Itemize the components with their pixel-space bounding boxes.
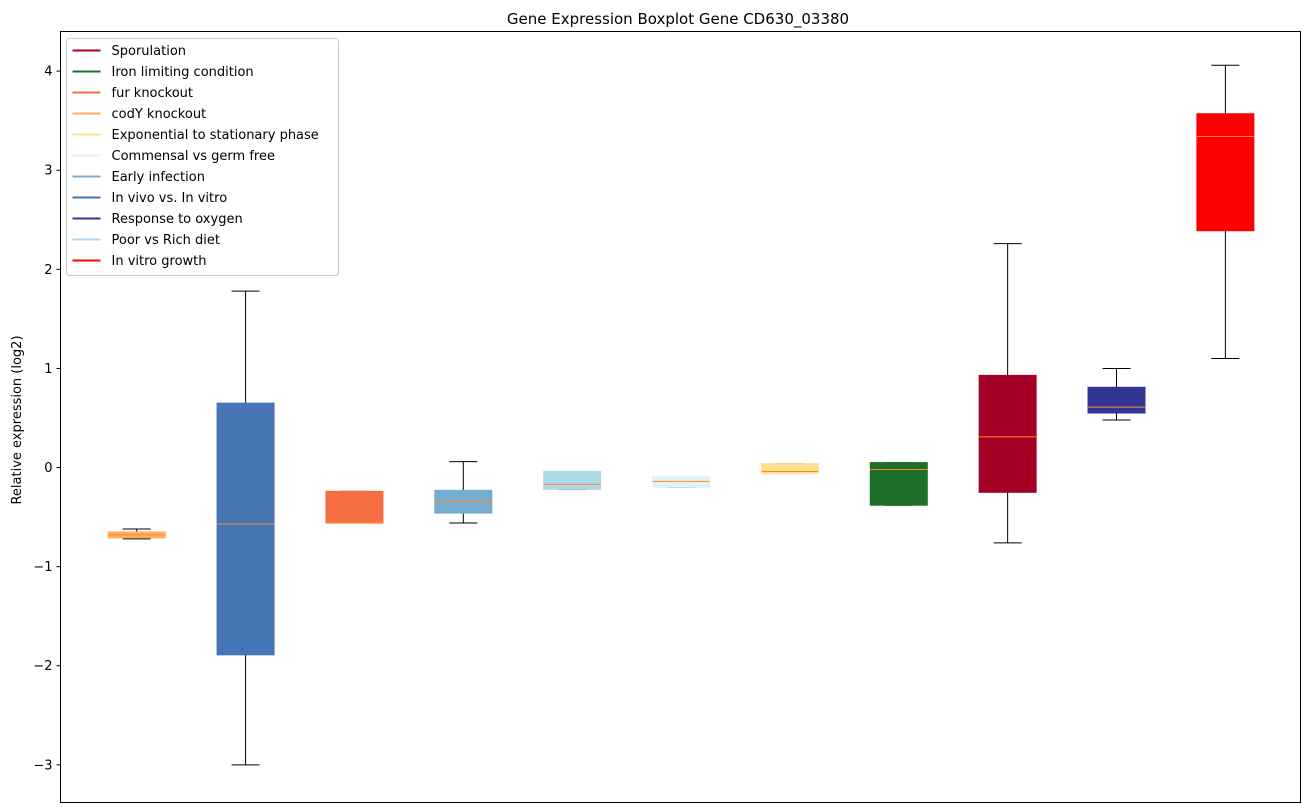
box-body: [216, 402, 275, 656]
box-body: [760, 463, 819, 474]
y-axis-label: Relative expression (log2): [10, 335, 25, 504]
y-tick-label: 4: [44, 65, 52, 80]
legend-entry: Commensal vs germ free: [72, 149, 275, 164]
box-8: [869, 462, 928, 506]
legend-entry: Early infection: [72, 170, 205, 185]
legend-label: fur knockout: [112, 86, 194, 101]
legend-entry: codY knockout: [72, 107, 207, 122]
box-3: [325, 490, 384, 524]
box-body: [325, 490, 384, 524]
legend-label: Iron limiting condition: [112, 65, 254, 80]
legend-entry: In vivo vs. In vitro: [72, 191, 228, 206]
chart-title: Gene Expression Boxplot Gene CD630_03380: [507, 10, 849, 29]
box-10: [1087, 367, 1146, 421]
y-tick-label: −3: [33, 758, 52, 773]
y-tick-label: −2: [33, 659, 52, 674]
y-tick-label: 1: [44, 362, 52, 377]
legend-entry: Poor vs Rich diet: [72, 233, 220, 248]
plot-frame: [60, 31, 1301, 803]
legend-frame: [66, 38, 339, 276]
box-7: [760, 463, 819, 474]
box-body: [978, 374, 1037, 493]
legend: Sporulation Iron limiting condition fur kn…: [66, 38, 339, 276]
legend-entry: Exponential to stationary phase: [72, 128, 319, 143]
box-body: [1196, 113, 1255, 232]
box-2: [216, 290, 275, 766]
legend-label: Sporulation: [112, 44, 187, 59]
legend-label: Commensal vs germ free: [112, 149, 275, 164]
legend-label: Exponential to stationary phase: [112, 128, 319, 143]
legend-label: In vivo vs. In vitro: [112, 191, 228, 206]
legend-label: Early infection: [112, 170, 205, 185]
box-6: [652, 475, 711, 488]
box-body: [543, 471, 602, 490]
box-1: [107, 528, 166, 540]
legend-label: Poor vs Rich diet: [112, 233, 220, 248]
y-tick-label: 0: [44, 461, 52, 476]
legend-entry: In vitro growth: [72, 254, 207, 269]
box-5: [543, 471, 602, 490]
box-9: [978, 243, 1037, 544]
box-body: [1087, 386, 1146, 414]
legend-label: In vitro growth: [112, 254, 207, 269]
legend-entry: Sporulation: [72, 44, 187, 59]
legend-label: codY knockout: [112, 107, 207, 122]
box-4: [434, 461, 493, 524]
y-tick-label: 2: [44, 263, 52, 278]
box-body: [869, 462, 928, 506]
legend-entry: fur knockout: [72, 86, 194, 101]
box-11: [1196, 64, 1255, 360]
legend-entry: Response to oxygen: [72, 212, 243, 227]
y-tick-label: 3: [44, 164, 52, 179]
legend-label: Response to oxygen: [112, 212, 243, 227]
legend-entry: Iron limiting condition: [72, 65, 254, 80]
y-tick-label: −1: [33, 560, 52, 575]
